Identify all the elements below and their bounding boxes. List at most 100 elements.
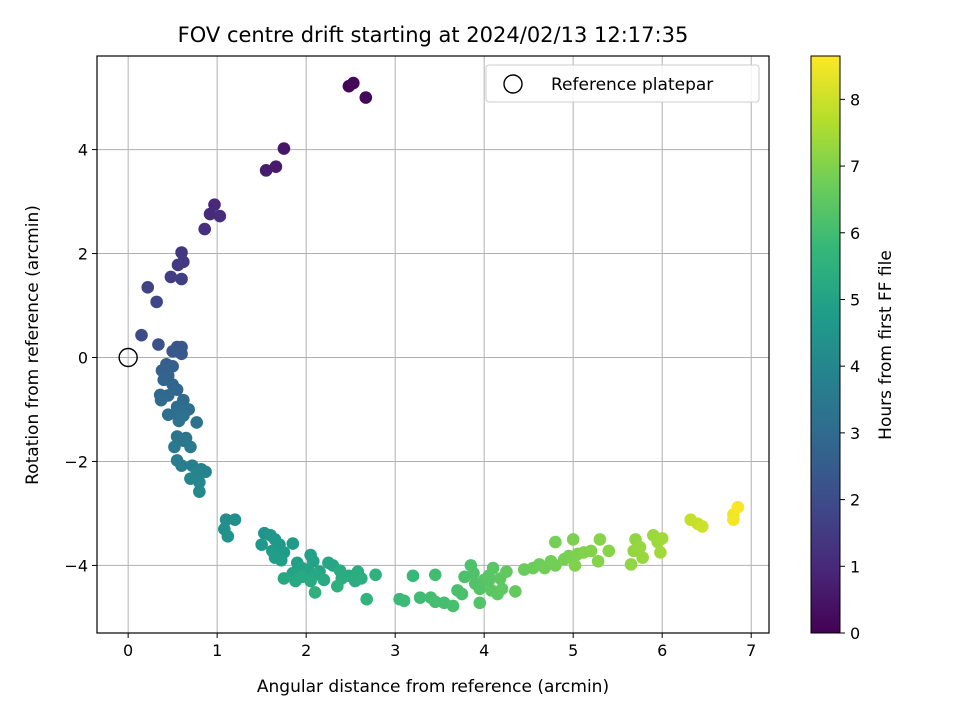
data-point [593,533,607,546]
colorbar-tick-label: 3 [850,424,860,443]
x-tick-label: 4 [479,641,489,660]
data-point [150,295,163,309]
x-tick-label: 0 [123,641,133,660]
legend-label: Reference platepar [551,75,713,95]
x-tick-label: 7 [746,641,756,660]
data-point [304,574,317,588]
data-point [141,281,155,294]
data-point [624,558,638,571]
data-point [164,270,178,284]
y-tick-label: 2 [78,245,88,264]
data-point [568,559,582,572]
data-point [486,561,500,575]
data-point [286,537,300,550]
data-point [203,207,217,221]
colorbar-tick-label: 2 [850,491,860,510]
data-point [347,76,360,90]
legend-marker [503,74,523,94]
data-point [695,520,709,533]
data-point [255,538,268,551]
data-point [274,553,288,567]
x-tick-label: 6 [657,641,667,660]
colorbar-label: Hours from first FF file [876,250,896,440]
data-point [602,544,616,558]
data-point [509,585,522,598]
data-point [369,568,382,582]
data-point [193,475,206,489]
data-point [308,586,322,599]
plot-frame [96,55,770,634]
data-point [193,485,206,498]
data-point [406,569,420,583]
data-point [446,599,460,613]
data-point [566,533,580,546]
x-tick-label: 3 [390,641,400,660]
data-point [549,535,562,549]
data-point [455,587,469,601]
data-points [135,76,745,613]
x-tick-label: 2 [301,641,311,660]
data-point [219,513,233,526]
y-tick-label: −4 [64,556,88,575]
data-point [175,459,188,472]
y-tick-label: −2 [64,452,88,471]
colorbar-tick-label: 8 [850,90,860,109]
y-axis-label: Rotation from reference (arcmin) [23,205,43,485]
y-tick-label: 4 [78,141,88,160]
data-point [269,160,283,174]
data-point [171,258,185,272]
data-point [277,572,291,585]
data-point [731,500,745,514]
data-point [397,594,411,608]
data-point [473,596,487,610]
grid-lines [97,56,769,633]
data-point [168,440,181,454]
data-point [636,551,649,564]
data-point [355,572,368,585]
data-point [161,408,175,421]
x-axis-label: Angular distance from reference (arcmin) [257,677,609,697]
y-axis-ticks: −4 −2 0 2 4 [64,141,97,575]
legend: Reference platepar [485,64,760,103]
data-point [359,91,373,104]
data-point [259,164,273,177]
data-point [591,554,605,568]
data-point [152,338,165,351]
data-point [654,546,667,559]
data-point [277,142,291,155]
data-point [184,440,197,454]
data-point [331,579,344,593]
colorbar-tick-label: 5 [850,290,860,309]
y-tick-label: 0 [78,348,88,367]
data-point [289,574,302,588]
data-point [633,540,647,554]
data-point [584,544,598,558]
data-point [175,246,188,259]
colorbar-ticks: 0 1 2 3 4 5 6 7 8 [840,90,860,643]
colorbar [810,55,841,634]
data-point [213,209,227,223]
x-axis-ticks: 0 1 2 3 4 5 6 7 [123,633,756,660]
colorbar-tick-label: 1 [850,557,860,576]
data-point [228,513,242,526]
data-point [154,393,168,407]
data-point [428,568,442,582]
data-point [655,532,669,545]
data-point [413,591,427,604]
data-point [467,566,480,580]
data-point [175,272,188,286]
x-tick-label: 1 [212,641,222,660]
data-point [360,592,373,606]
data-point [549,559,562,572]
data-point [727,513,740,526]
data-point [198,222,211,236]
colorbar-tick-label: 6 [850,224,860,243]
chart-title: FOV centre drift starting at 2024/02/13 … [178,23,689,47]
data-point [190,416,203,429]
data-point [172,414,186,428]
data-point [208,198,221,211]
colorbar-tick-label: 4 [850,357,860,376]
data-point [175,347,188,361]
data-point [500,565,513,578]
